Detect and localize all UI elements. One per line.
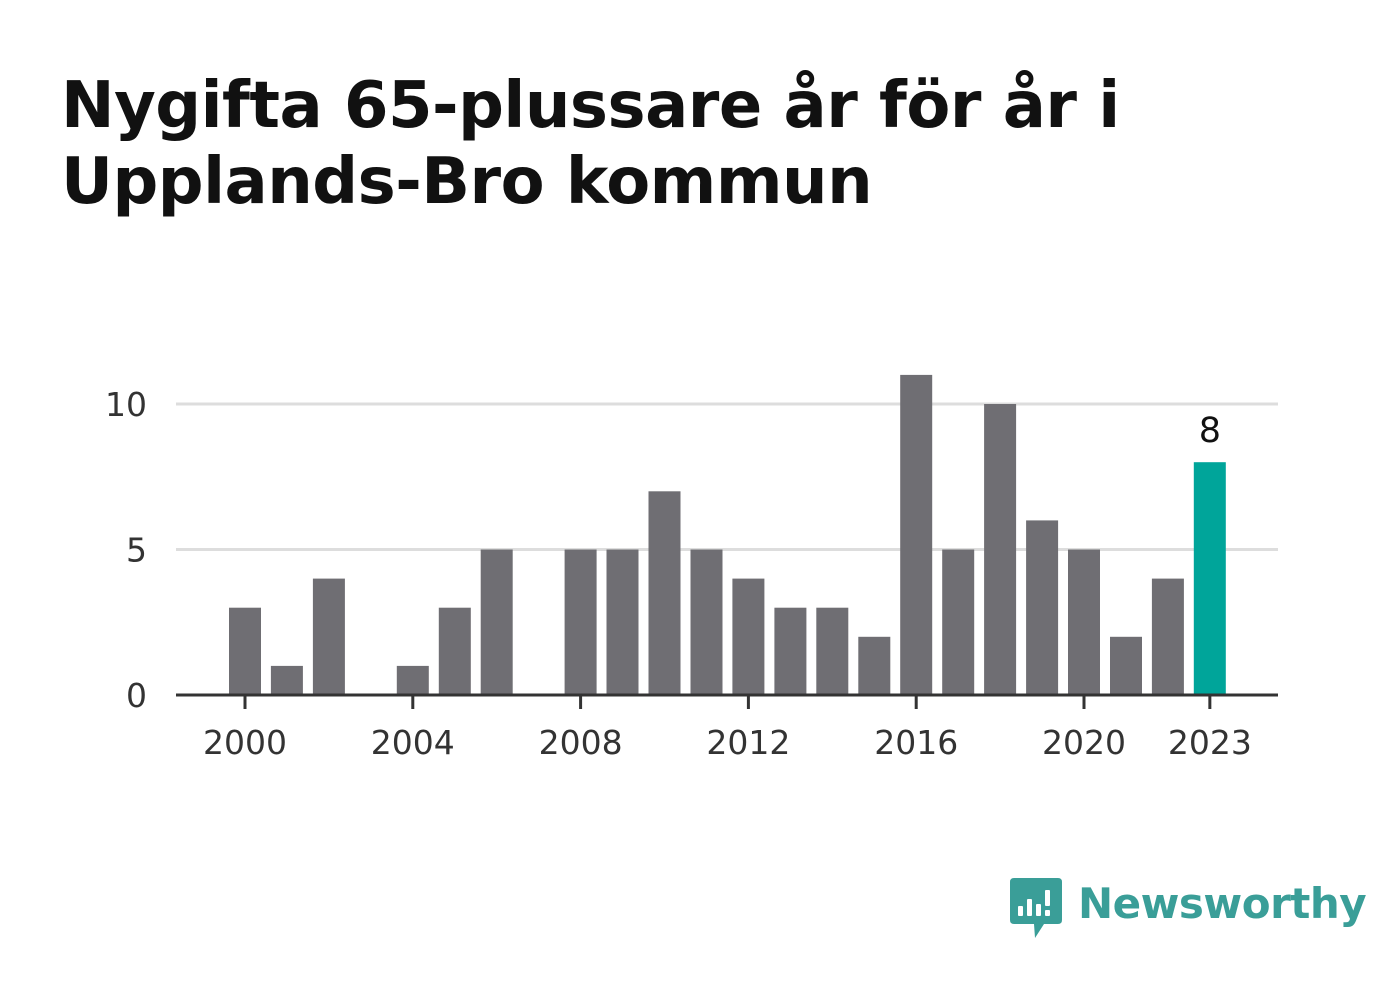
x-tick-label-2020: 2020 [1042,723,1126,762]
x-tick-label-2016: 2016 [874,723,958,762]
x-tick-label-2008: 2008 [539,723,623,762]
bar-2005 [438,607,471,695]
data-labels: 8 [1199,411,1221,451]
x-axis: 2000 2004 2008 2012 2016 2020 2023 [203,695,1252,762]
x-tick-label-2023: 2023 [1168,723,1252,762]
newsworthy-logo-icon [1010,878,1062,938]
bar-2010 [648,491,681,695]
bar-2009 [606,549,639,695]
bar-2019 [1026,520,1059,695]
bar-2004 [396,665,429,695]
x-tick-label-2004: 2004 [371,723,455,762]
bars [229,374,1226,695]
bar-2016 [900,374,933,695]
y-tick-label-10: 10 [105,385,147,424]
brand-name: Newsworthy [1078,879,1367,928]
y-tick-label-0: 0 [126,676,147,715]
bar-chart: 0 5 10 2000 2004 2008 2012 2016 2020 2023 8 [105,374,1278,762]
bar-2011 [690,549,723,695]
data-label-2023: 8 [1199,411,1221,451]
x-tick-label-2012: 2012 [706,723,790,762]
bar-2017 [942,549,975,695]
y-axis: 0 5 10 [105,385,147,715]
y-tick-label-5: 5 [126,531,147,570]
bar-2022 [1151,578,1184,695]
bar-2015 [858,636,891,695]
brand-logo: Newsworthy [1010,878,1367,940]
bar-2014 [816,607,849,695]
x-tick-label-2000: 2000 [203,723,287,762]
bar-2008 [564,549,597,695]
chart-title: Nygifta 65-plussare år för år i Upplands… [61,69,1120,219]
bar-2012 [732,578,765,695]
bar-2020 [1068,549,1100,695]
bar-2001 [270,665,303,695]
bar-2013 [774,607,807,695]
bar-2018 [984,404,1017,695]
bar-2023 [1193,462,1226,695]
bar-2002 [312,578,345,695]
bar-2006 [480,549,513,695]
bar-2000 [229,607,261,695]
bar-2021 [1110,636,1142,695]
grid-lines [176,402,1278,551]
